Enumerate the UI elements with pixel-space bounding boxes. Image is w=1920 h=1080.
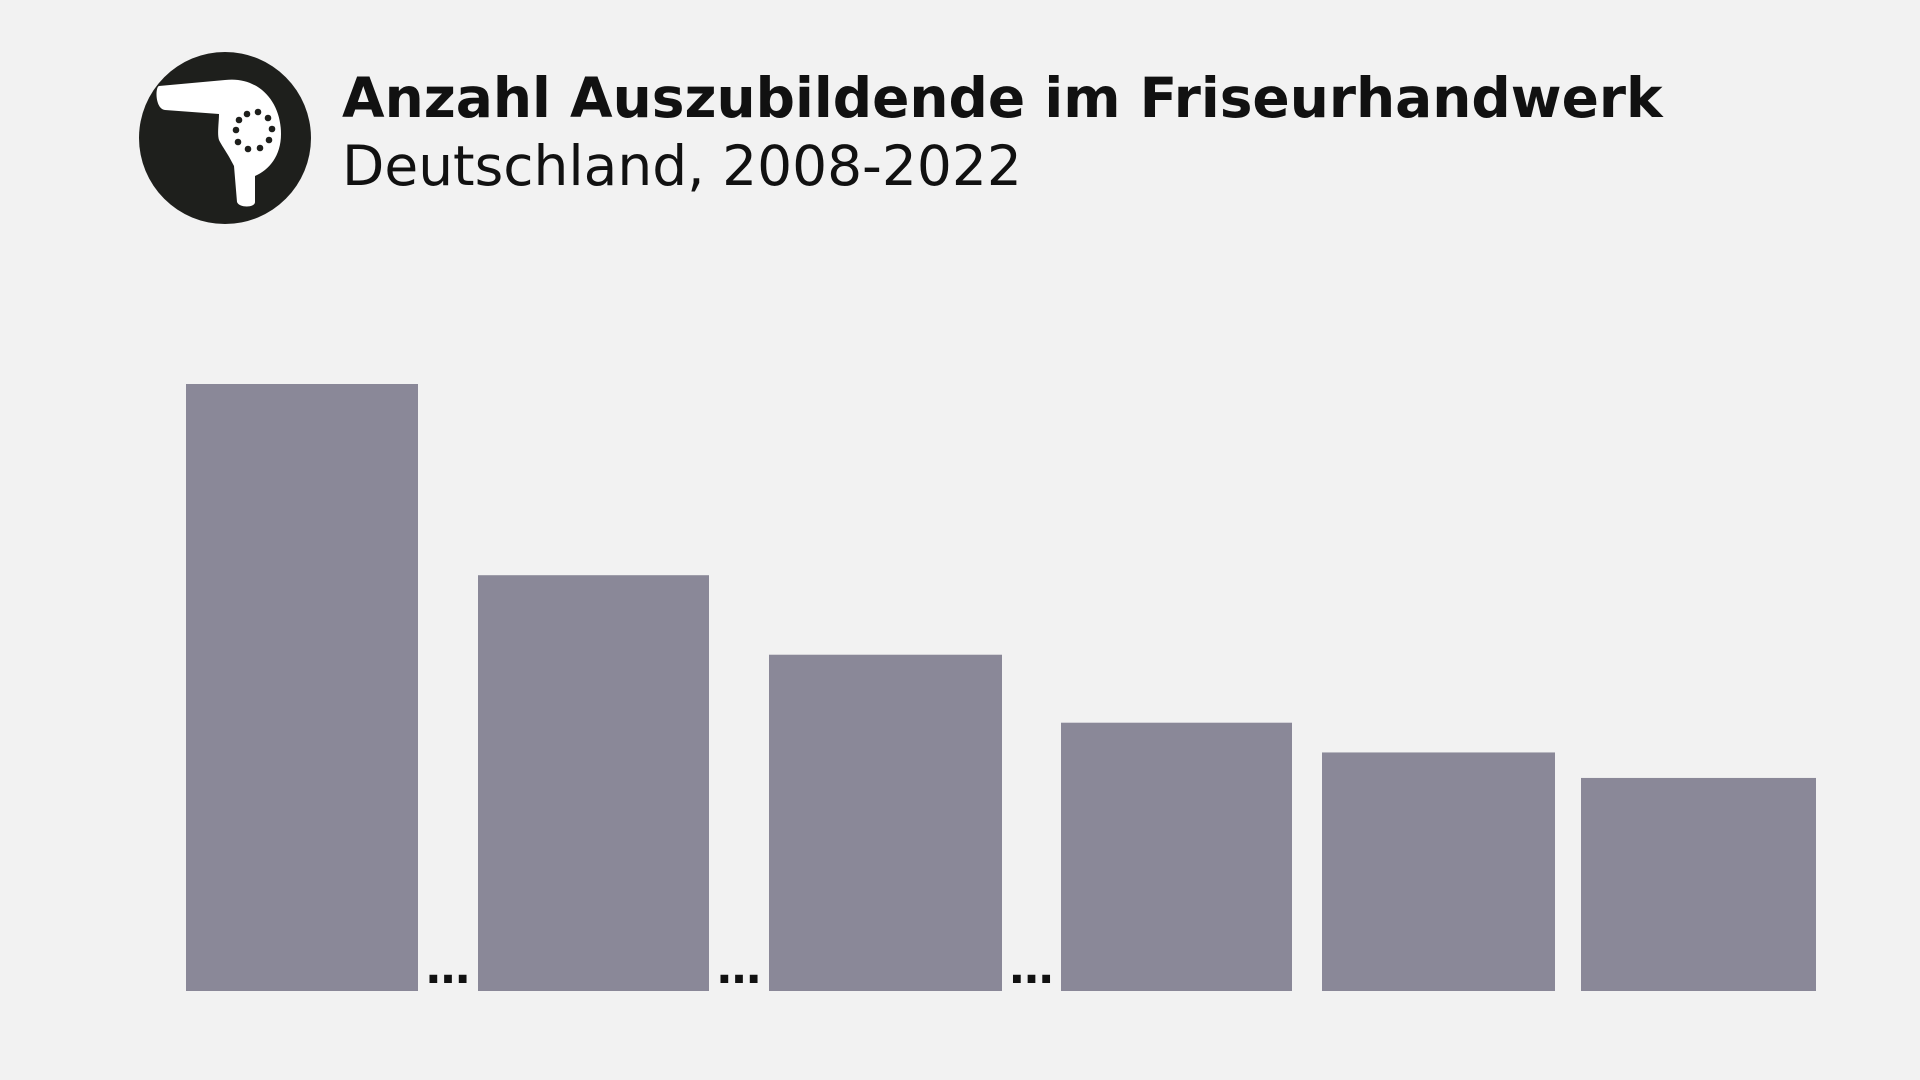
chart-header: Anzahl Auszubildende im Friseurhandwerk … bbox=[139, 52, 1663, 224]
chart-title: Anzahl Auszubildende im Friseurhandwerk bbox=[342, 66, 1663, 130]
bar-3 bbox=[769, 654, 1002, 991]
hair-dryer-icon bbox=[139, 52, 311, 224]
bar-6 bbox=[1581, 777, 1816, 991]
bar-2 bbox=[478, 575, 709, 991]
bar-1 bbox=[186, 384, 418, 991]
gap-marker-2: … bbox=[717, 943, 761, 994]
gap-marker-1: … bbox=[426, 943, 470, 994]
bar-4 bbox=[1061, 722, 1292, 991]
chart-subtitle: Deutschland, 2008-2022 bbox=[342, 134, 1022, 198]
title-block: Anzahl Auszubildende im Friseurhandwerk … bbox=[342, 64, 1663, 200]
bar-5 bbox=[1322, 752, 1555, 991]
gap-marker-3: … bbox=[1010, 943, 1054, 994]
